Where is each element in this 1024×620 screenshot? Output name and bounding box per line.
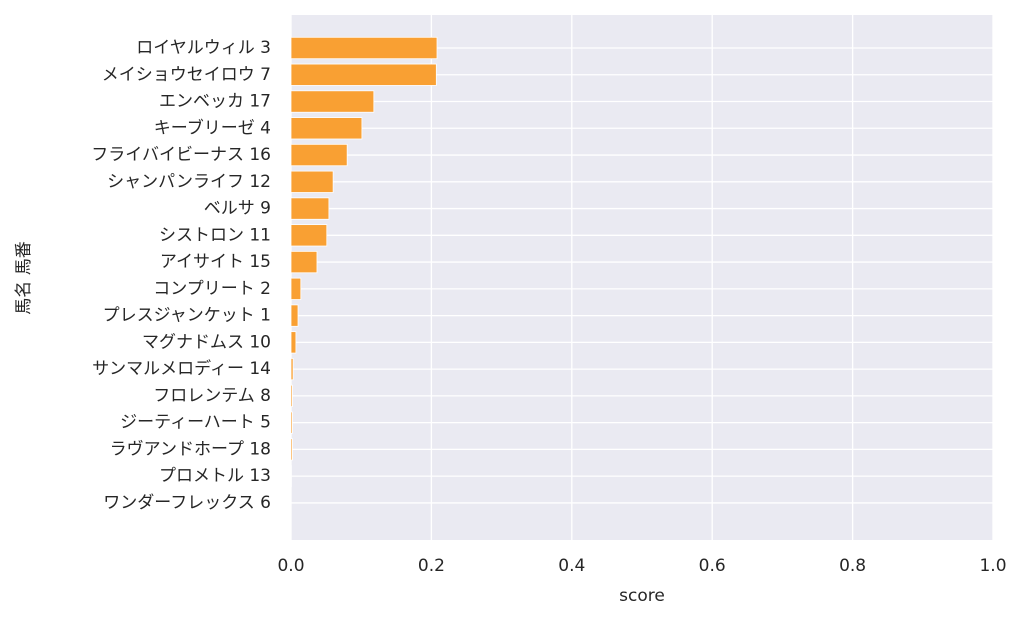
x-tick-label: 0.8 xyxy=(839,556,866,576)
y-tick-label: コンプリート 2 xyxy=(153,279,271,299)
bar xyxy=(290,117,363,140)
bar xyxy=(290,250,318,274)
bar xyxy=(290,224,328,247)
x-tick-label: 0.4 xyxy=(558,556,585,576)
y-tick-label: シストロン 11 xyxy=(159,225,271,245)
y-tick-label: プロメトル 13 xyxy=(159,466,271,486)
bar xyxy=(290,197,330,220)
y-tick-label: ラヴアンドホープ 18 xyxy=(110,439,271,459)
x-tick-label: 0.0 xyxy=(277,556,304,576)
bar xyxy=(290,63,437,86)
y-tick-label: プレスジャンケット 1 xyxy=(103,306,271,326)
y-tick-label: アイサイト 15 xyxy=(160,252,271,272)
bar xyxy=(290,170,334,193)
x-tick-label: 0.6 xyxy=(699,556,726,576)
y-tick-label: シャンパンライフ 12 xyxy=(107,172,271,192)
x-tick-label: 0.2 xyxy=(418,556,445,576)
bar xyxy=(290,331,297,354)
bar xyxy=(290,143,348,167)
y-axis-label: 馬名 馬番 xyxy=(14,241,34,314)
y-tick-label: マグナドムス 10 xyxy=(142,332,271,352)
y-tick-label: フライバイビーナス 16 xyxy=(91,145,271,165)
bar xyxy=(290,277,302,300)
x-tick-label: 1.0 xyxy=(979,556,1006,576)
y-tick-label: ベルサ 9 xyxy=(204,199,271,219)
y-tick-label: フロレンテム 8 xyxy=(153,386,271,406)
y-tick-label: メイショウセイロウ 7 xyxy=(102,65,271,85)
x-axis-label: score xyxy=(619,586,665,606)
bar xyxy=(290,304,299,327)
y-tick-label: ジーティーハート 5 xyxy=(120,413,271,433)
y-tick-label: サンマルメロディー 14 xyxy=(92,358,271,379)
bar xyxy=(290,438,293,461)
bar xyxy=(290,384,293,407)
bar xyxy=(290,36,438,60)
y-tick-label: ロイヤルウィル 3 xyxy=(136,38,271,58)
y-tick-label: エンベッカ 17 xyxy=(159,92,271,112)
bar xyxy=(290,90,375,113)
plot-area xyxy=(291,15,993,540)
bar xyxy=(290,358,294,381)
y-tick-label: ワンダーフレックス 6 xyxy=(103,493,271,513)
bar xyxy=(290,411,293,434)
y-tick-label: キーブリーゼ 4 xyxy=(154,117,271,138)
